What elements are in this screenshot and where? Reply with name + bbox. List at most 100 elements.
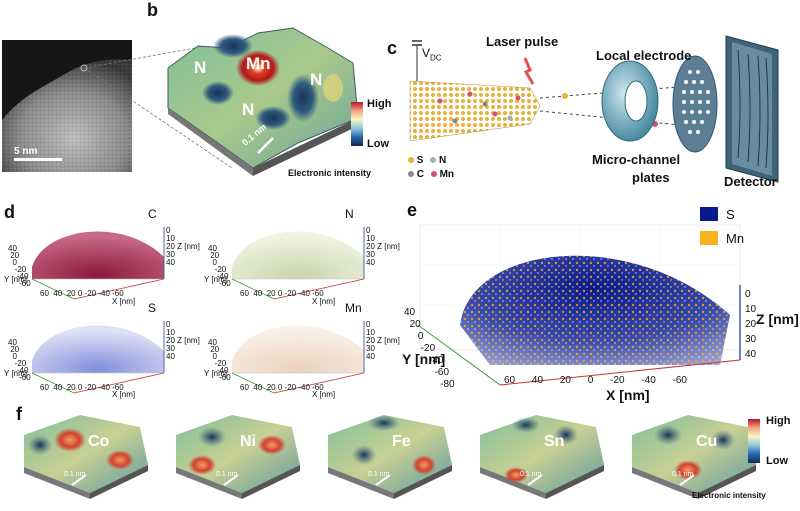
legend-label-n: N [439,155,447,166]
z-tick: 30 [166,250,175,259]
legend-dot-mn [430,171,437,177]
z-ticks-s: 0 10 20 Z [nm] 30 40 [166,320,200,361]
surface-fe [328,415,452,499]
map-title-n: N [345,207,354,221]
tem-image [2,40,132,172]
y-ticks-e: 40 20 0 -20 -40 -60 -80 [404,307,455,390]
mcp-label-line-1: Micro-channel [592,152,681,167]
colorbar-gradient [351,102,363,146]
z-label-e: Z [nm] [756,311,799,327]
electronic-surface-map [167,27,359,176]
detector-label: Detector [724,174,777,189]
y-ticks-mn: 40 20 0 -20 -40 -60 [208,338,231,382]
map-c [31,227,165,300]
s-mn-atom-map [417,224,741,386]
surface-co [24,415,148,499]
e-legend: S Mn [700,205,760,247]
scale-label-sn: 0.1 nm [520,471,542,478]
element-label-n-bottom: N [242,100,255,119]
y-label-c: Y [nm] [4,275,27,284]
scale-label-ni: 0.1 nm [216,471,238,478]
local-electrode-label: Local electrode [596,48,692,63]
panel-d: C N S Mn 0 10 20 Z [nm] 30 40 60 40 20 0… [0,205,400,399]
map-mn [231,321,365,394]
map-title-mn: Mn [345,301,362,315]
legend-swatch-s [700,207,718,221]
colorbar-f-low: Low [766,455,788,467]
atom-legend: S N C Mn [408,154,478,182]
surface-ni [176,415,300,499]
tem-scale-bar-label: 5 nm [14,146,38,157]
z-tick: 10 [745,304,757,315]
map-title-s: S [148,301,157,315]
legend-swatch-mn [700,231,718,245]
surface-sn [480,415,604,499]
mcp-label-line-2: plates [632,170,670,185]
x-ticks-e: 60 40 20 0 -20 -40 -60 [504,375,687,386]
panel-c: VDC Laser pulse Local electrode Micro-ch… [400,26,800,196]
x-label-c: X [nm] [112,297,136,306]
surface-label-fe: Fe [392,433,411,450]
map-title-c: C [148,207,157,221]
y-ticks-n: 40 20 0 -20 -40 -60 [208,244,231,288]
legend-dot-c [408,171,414,177]
legend-label-mn: Mn [726,230,745,246]
legend-dot-s [408,157,414,163]
y-ticks-c: 40 20 0 -20 -40 -60 [8,244,31,288]
panel-letter-b: b [147,0,158,20]
panel-b: N N Mn N N 0.1 nm [158,8,398,178]
z-tick-with-label: 20 Z [nm] [166,242,200,251]
panel-letter-f: f [16,404,22,424]
x-label-s: X [nm] [112,390,136,399]
colorbar-high-label: High [367,98,392,110]
y-label-e: Y [nm] [402,351,446,367]
z-ticks-e: 0 10 20 30 40 [745,287,756,362]
element-label-n-top: N [246,12,259,31]
scale-label-co: 0.1 nm [64,471,86,478]
legend-item-s: S [700,205,760,223]
panel-letter-d: d [4,202,15,222]
surface-label-co: Co [88,433,110,450]
y-label-s: Y [nm] [4,369,27,378]
panel-f: Co Ni Fe Sn Cu 0.1 nm 0.1 nm 0.1 nm 0.1 … [0,405,800,506]
z-ticks-n: 0 10 20 Z [nm] 30 40 [366,226,400,267]
laser-pulse-label: Laser pulse [486,34,559,49]
colorbar-f-title: Electronic intensity [692,491,766,500]
scale-label-cu: 0.1 nm [672,471,694,478]
y-ticks-s: 40 20 0 -20 -40 -60 [8,338,31,382]
z-tick: 20 [745,319,757,330]
map-n [231,227,365,300]
z-tick: 40 [166,258,175,267]
legend-label-c: C [416,169,425,180]
colorbar-f-high: High [766,415,791,427]
scale-label-fe: 0.1 nm [368,471,390,478]
surface-label-ni: Ni [240,433,256,450]
map-s [31,321,165,394]
z-tick: 10 [166,234,175,243]
z-tick: 30 [745,334,757,345]
z-tick: 0 [166,226,171,235]
colorbar-b: High Low [345,98,405,168]
element-label-mn: Mn [246,54,271,73]
x-label-e: X [nm] [606,387,650,403]
colorbar-title-b: Electronic intensity [288,168,372,178]
z-tick: 40 [745,349,757,360]
x-label-n: X [nm] [312,297,336,306]
z-ticks-mn: 0 10 20 Z [nm] 30 40 [366,320,400,361]
legend-label-mn: Mn [439,169,455,180]
y-label-n: Y [nm] [204,275,227,284]
surface-maps-row [24,415,756,499]
panel-letter-e: e [407,200,418,220]
panel-e: S Mn 0 10 20 30 40 Z [nm] 40 20 0 -20 -4… [400,205,800,404]
surface-label-sn: Sn [544,433,565,450]
panel-a: 5 nm [2,40,132,172]
element-maps-grid [31,227,365,394]
legend-label-s: S [416,155,424,166]
y-label-mn: Y [nm] [204,369,227,378]
x-label-mn: X [nm] [312,390,336,399]
legend-item-mn: Mn [700,229,760,247]
apt-schematic [409,35,779,183]
voltage-label: VDC [422,46,442,62]
x-axis-c: 60 40 20 0 -20 -40 -60 [40,289,124,298]
